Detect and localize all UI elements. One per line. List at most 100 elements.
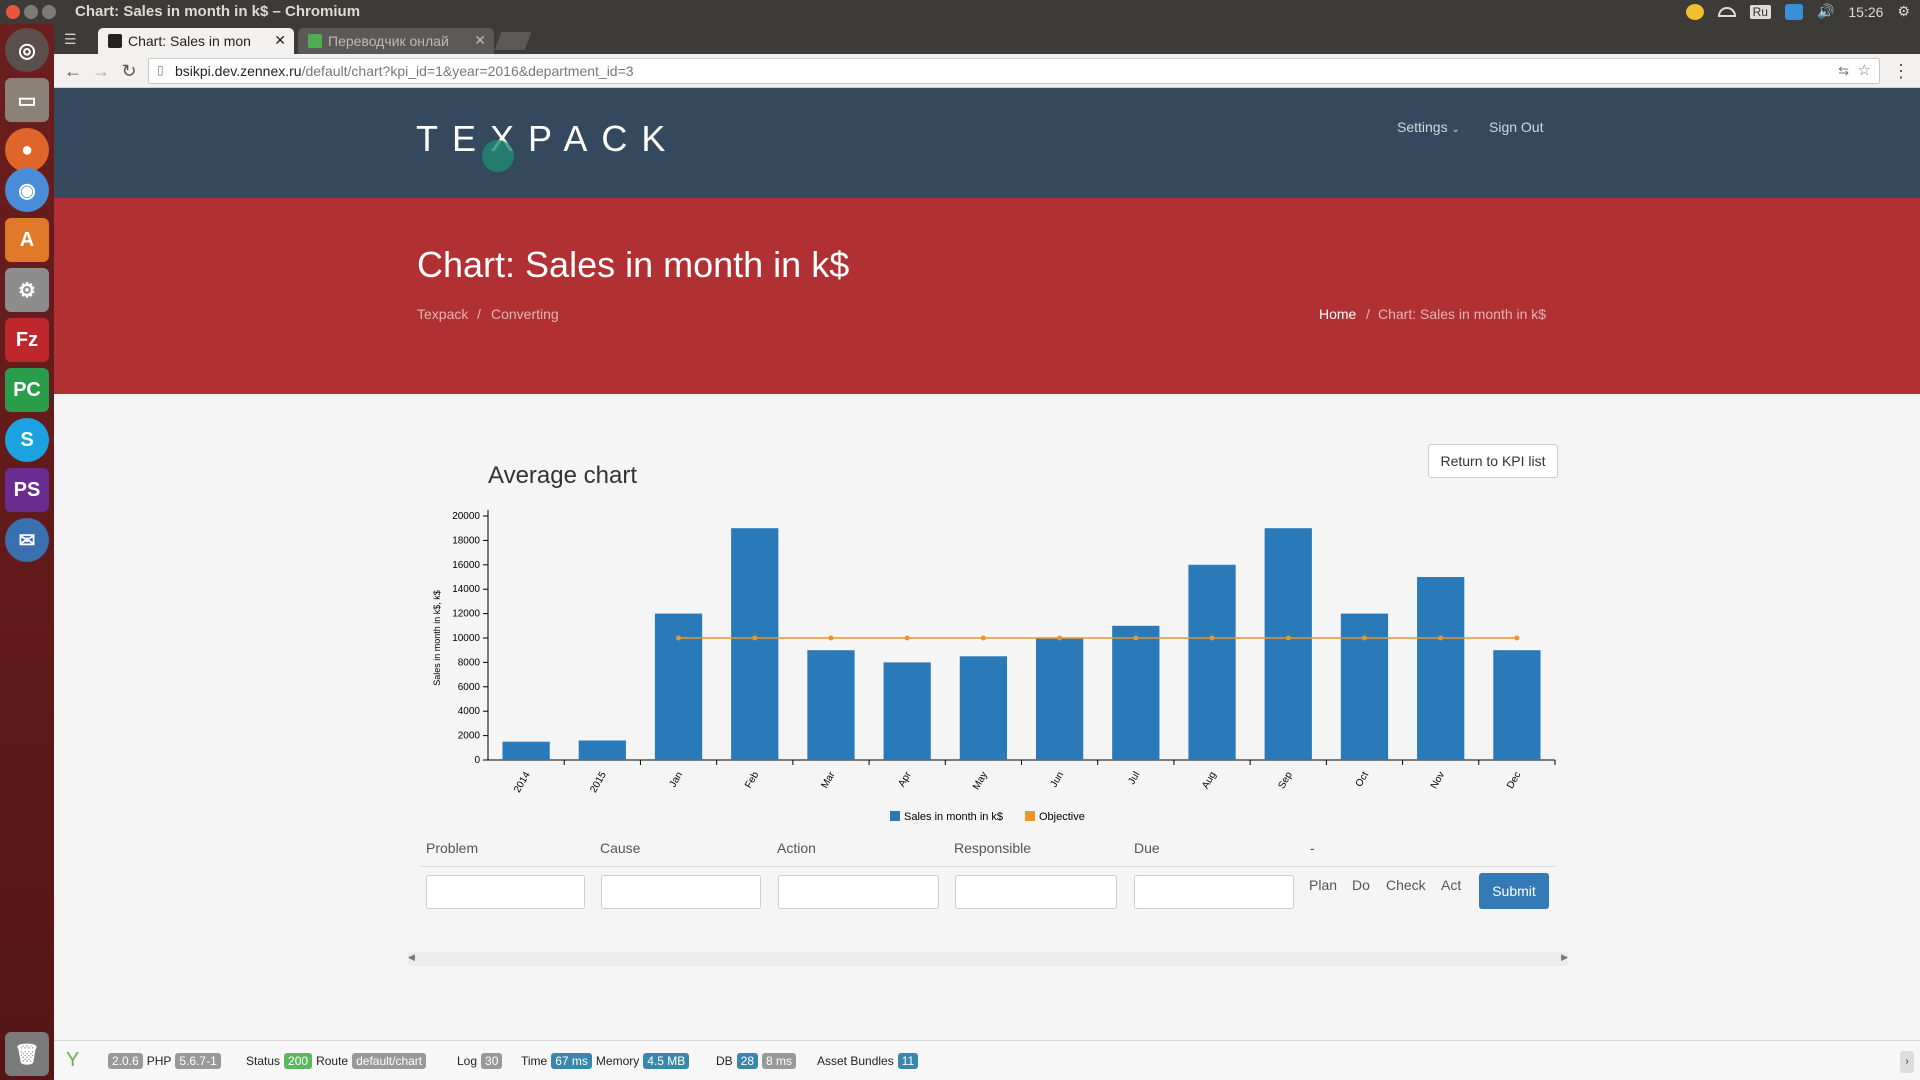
due-input[interactable] (1134, 875, 1294, 909)
firefox-icon[interactable]: ● (5, 128, 49, 172)
y-tick-label: 6000 (458, 682, 481, 693)
clock[interactable]: 15:26 (1848, 3, 1884, 20)
back-arrow-icon[interactable]: ← (64, 61, 82, 81)
crumb-converting[interactable]: Converting (491, 306, 559, 322)
cursor-highlight (482, 140, 514, 172)
debug-request[interactable]: Status 200 Route default/chart (246, 1053, 427, 1069)
bar-aug (1188, 564, 1236, 760)
forward-arrow-icon[interactable]: → (92, 61, 110, 81)
reload-icon[interactable]: ↻ (121, 61, 137, 81)
header-problem: Problem (426, 840, 479, 856)
window-title: Chart: Sales in month in k$ – Chromium (75, 3, 361, 20)
new-tab-button[interactable] (494, 32, 532, 50)
files-icon[interactable]: ▭ (5, 78, 49, 122)
pdca-plan[interactable]: Plan (1309, 877, 1338, 893)
problem-input[interactable] (426, 875, 585, 909)
bar-sep (1264, 528, 1312, 760)
y-tick-label: 8000 (458, 657, 481, 668)
objective-point (904, 635, 910, 641)
chevron-down-icon: ⌄ (1451, 124, 1460, 135)
site-logo[interactable]: TEXPACK (416, 118, 679, 172)
minimize-window-icon[interactable] (24, 5, 38, 19)
scroll-right-icon[interactable]: ▶ (1561, 952, 1568, 962)
objective-point (1361, 635, 1367, 641)
software-center-icon[interactable]: A (5, 218, 49, 262)
notification-icon[interactable] (1685, 3, 1704, 20)
debug-time-memory[interactable]: Time 67 ms Memory 4.5 MB (521, 1053, 690, 1069)
objective-point (1133, 635, 1139, 641)
x-tick-label: Sep (1276, 770, 1295, 791)
x-tick-label: 2015 (588, 770, 609, 795)
header-responsible: Responsible (954, 840, 1032, 856)
settings-menu[interactable]: Settings ⌄ (1397, 119, 1460, 135)
tab-translator[interactable]: Переводчик онлай ✕ (298, 28, 494, 54)
mail-icon[interactable] (1784, 3, 1803, 20)
y-tick-label: 2000 (458, 731, 481, 742)
page-info-icon[interactable]: ▯ (157, 63, 164, 77)
close-tab-icon[interactable]: ✕ (474, 32, 486, 48)
settings-gear-icon[interactable]: ⚙ (1897, 3, 1910, 19)
phpstorm-icon[interactable]: PS (5, 468, 49, 512)
skype-icon[interactable]: S (5, 418, 49, 462)
maximize-window-icon[interactable] (42, 5, 56, 19)
y-tick-label: 12000 (452, 609, 480, 620)
translator-favicon-icon (308, 34, 322, 48)
x-tick-label: Jun (1049, 770, 1067, 789)
y-tick-label: 0 (474, 755, 480, 766)
header-cause: Cause (600, 840, 641, 856)
header-action: Action (777, 840, 816, 856)
chromium-icon[interactable]: ◉ (5, 168, 49, 212)
x-tick-label: May (971, 770, 990, 792)
address-bar[interactable]: ▯ bsikpi.dev.zennex.ru/default/chart?kpi… (148, 58, 1880, 84)
x-tick-label: Oct (1354, 770, 1371, 789)
legend-swatch-sales (890, 811, 900, 821)
pdca-act[interactable]: Act (1441, 877, 1462, 893)
pycharm-icon[interactable]: PC (5, 368, 49, 412)
bar-apr (883, 662, 931, 760)
return-to-kpi-list-button[interactable]: Return to KPI list (1428, 444, 1558, 478)
bookmark-star-icon[interactable]: ☆ (1857, 62, 1871, 79)
debug-toggle-icon[interactable]: › (1900, 1051, 1914, 1073)
keyboard-layout[interactable]: Ru (1749, 4, 1771, 19)
tab-chart[interactable]: Chart: Sales in mon ✕ (98, 28, 294, 54)
scroll-left-icon[interactable]: ◀ (408, 952, 415, 962)
pdca-check[interactable]: Check (1386, 877, 1426, 893)
system-settings-icon[interactable]: ⚙ (5, 268, 49, 312)
bootstrap-favicon-icon (108, 34, 122, 48)
translate-icon[interactable]: ⇆ (1838, 63, 1849, 78)
debug-version[interactable]: 2.0.6 PHP 5.6.7-1 (108, 1053, 221, 1069)
debug-assets[interactable]: Asset Bundles 11 (817, 1053, 919, 1069)
bar-dec (1493, 650, 1541, 760)
filezilla-icon[interactable]: Fz (5, 318, 49, 362)
responsible-input[interactable] (955, 875, 1117, 909)
action-input[interactable] (778, 875, 939, 909)
menu-icon[interactable]: ⋮ (1892, 61, 1910, 81)
tab-search-icon[interactable]: ☰ (64, 31, 77, 47)
crumb-texpack[interactable]: Texpack (417, 306, 469, 322)
cause-input[interactable] (601, 875, 761, 909)
volume-icon[interactable]: 🔊 (1816, 3, 1835, 19)
objective-point (828, 635, 834, 641)
objective-point (1514, 635, 1520, 641)
horizontal-scrollbar[interactable]: ◀ ▶ (408, 952, 1568, 966)
wifi-icon[interactable] (1717, 6, 1736, 17)
sign-out-link[interactable]: Sign Out (1489, 119, 1544, 135)
bar-nov (1417, 577, 1465, 760)
close-tab-icon[interactable]: ✕ (274, 32, 286, 48)
debug-db[interactable]: DB 28 8 ms (716, 1053, 797, 1069)
submit-button[interactable]: Submit (1479, 873, 1549, 909)
ubuntu-dash-icon[interactable]: ◎ (5, 28, 49, 72)
pdca-do[interactable]: Do (1352, 877, 1370, 893)
debug-log[interactable]: Log 30 (457, 1053, 503, 1069)
close-window-icon[interactable] (6, 5, 20, 19)
legend-sales: Sales in month in k$ (904, 811, 1003, 823)
objective-point (1057, 635, 1063, 641)
trash-icon[interactable]: 🗑 (5, 1032, 49, 1076)
objective-point (1285, 635, 1291, 641)
breadcrumb-home[interactable]: Home (1319, 306, 1357, 322)
x-tick-label: Jan (668, 770, 686, 789)
header-due: Due (1134, 840, 1160, 856)
yii-logo-icon[interactable]: Y (66, 1049, 80, 1071)
thunderbird-icon[interactable]: ✉ (5, 518, 49, 562)
os-top-bar: Chart: Sales in month in k$ – Chromium R… (0, 0, 1920, 24)
